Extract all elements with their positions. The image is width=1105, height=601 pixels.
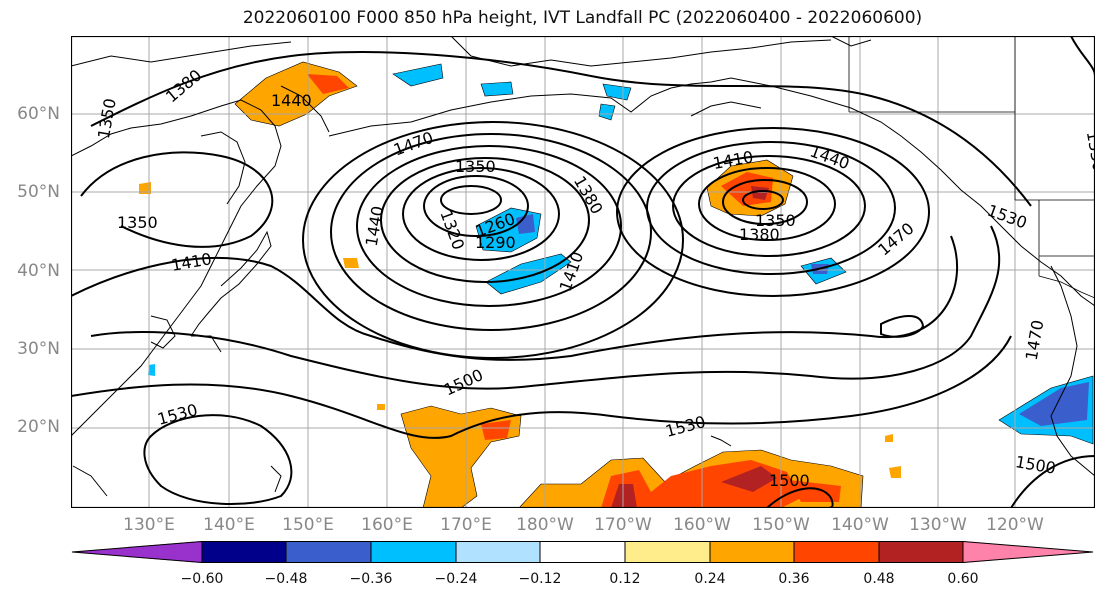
lon-label-140e: 140°E (203, 515, 255, 535)
colorbar-high-extend (963, 541, 1093, 563)
colorbar-tick: 0.48 (863, 571, 895, 587)
lon-label-150w: 150°W (752, 515, 810, 535)
lon-label-120w: 120°W (986, 515, 1044, 535)
lat-label-20: 20°N (17, 417, 60, 437)
lon-label-160w: 160°W (673, 515, 731, 535)
colorbar-segment (710, 541, 794, 563)
lat-label-30: 30°N (17, 339, 60, 359)
colorbar-tick: 0.60 (947, 571, 979, 587)
colorbar-tick: −0.36 (349, 571, 393, 587)
map-canvas: 1380 1350 1440 1470 1350 1380 1320 1260 … (71, 36, 1095, 508)
colorbar-tick: 0.36 (778, 571, 810, 587)
lon-label-180w: 180°W (516, 515, 574, 535)
lon-label-130e: 130°E (123, 515, 175, 535)
contour-label: 1500 (769, 471, 810, 490)
lat-label-50: 50°N (17, 182, 60, 202)
map-title: 2022060100 F000 850 hPa height, IVT Land… (242, 8, 923, 28)
colorbar-tick: 0.12 (609, 571, 641, 587)
ivt-positive-shading (139, 61, 901, 508)
colorbar-tick: −0.48 (264, 571, 308, 587)
colorbar-segment (625, 541, 710, 563)
colorbar-tick: −0.12 (518, 571, 562, 587)
contour-label: 1440 (271, 91, 312, 110)
contour-label: 1380 (739, 225, 780, 244)
lon-label-160e: 160°E (361, 515, 413, 535)
lon-label-140w: 140°W (831, 515, 889, 535)
contour-label: 1350 (117, 213, 158, 232)
colorbar-segment (202, 541, 286, 563)
contour-label: 1290 (475, 233, 516, 252)
colorbar-segment (794, 541, 879, 563)
lat-label-60: 60°N (17, 104, 60, 124)
colorbar-tick: −0.60 (180, 571, 224, 587)
lon-label-150e: 150°E (282, 515, 334, 535)
political-borders (848, 36, 1095, 299)
map-panel: 1380 1350 1440 1470 1350 1380 1320 1260 … (71, 36, 1095, 508)
lon-label-170e: 170°E (440, 515, 492, 535)
colorbar (71, 541, 1094, 563)
colorbar-segment (286, 541, 371, 563)
colorbar-tick: 0.24 (694, 571, 726, 587)
lat-label-40: 40°N (17, 261, 60, 281)
contour-label: 1350 (755, 211, 796, 230)
ivt-negative-shading (148, 63, 1094, 445)
map-frame (71, 36, 1095, 508)
lon-label-130w: 130°W (909, 515, 967, 535)
lon-label-170w: 170°W (594, 515, 652, 535)
colorbar-tick: −0.24 (434, 571, 478, 587)
contour-label: 1350 (455, 157, 496, 176)
colorbar-segment (879, 541, 963, 563)
colorbar-segment (540, 541, 625, 563)
colorbar-segment (371, 541, 456, 563)
colorbar-segment (456, 541, 540, 563)
height-contours (71, 36, 1095, 508)
colorbar-low-extend (71, 541, 202, 563)
